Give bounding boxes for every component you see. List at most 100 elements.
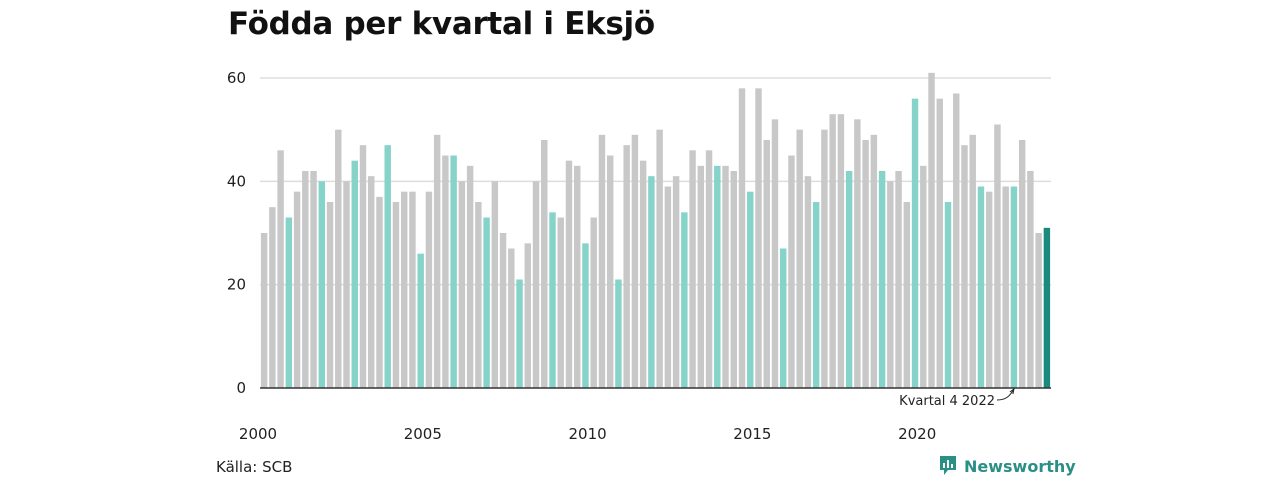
bar (277, 150, 284, 388)
annotation-arrow (996, 388, 1015, 401)
bar (326, 202, 334, 388)
bar (911, 98, 919, 389)
bar (705, 150, 713, 388)
chart-title: Födda per kvartal i Eksjö (228, 6, 655, 42)
bar (516, 279, 523, 388)
bar (1027, 171, 1034, 388)
bar-chart: 0 20 40 60 2000 2005 2010 2015 2020 Kvartal 4 20… (227, 69, 1051, 443)
bar (730, 171, 737, 388)
bar (483, 217, 490, 388)
bar (788, 155, 795, 388)
bar (837, 114, 845, 389)
bar (368, 176, 375, 388)
bar (409, 191, 416, 388)
bar (812, 202, 820, 388)
bar (425, 191, 433, 388)
bar (953, 93, 960, 388)
bar (895, 171, 902, 388)
newsworthy-logo-icon (940, 456, 956, 475)
bar (565, 160, 573, 388)
bar (738, 88, 746, 388)
bar (318, 181, 326, 388)
bar (450, 155, 457, 388)
bar (623, 145, 630, 388)
bar (656, 129, 663, 389)
source-label: Källa: SCB (216, 458, 293, 476)
bar (574, 165, 581, 388)
bar (870, 134, 878, 388)
brand-logo[interactable]: Newsworthy (938, 455, 1076, 477)
bar (335, 129, 342, 389)
y-tick-label: 60 (227, 69, 246, 87)
bar (936, 98, 943, 389)
bar (977, 186, 985, 388)
bar (854, 119, 861, 388)
bar (845, 171, 853, 388)
x-tick-label: 2000 (239, 425, 277, 443)
bar (285, 217, 293, 388)
bar (763, 140, 770, 388)
bar (1002, 186, 1009, 388)
bar (293, 191, 301, 388)
x-tick-label: 2010 (568, 425, 606, 443)
bar (771, 119, 779, 388)
bar (392, 202, 400, 388)
bar (615, 279, 622, 388)
bar (862, 140, 869, 388)
bar (400, 191, 408, 388)
bar (532, 181, 540, 388)
bar (920, 165, 927, 388)
bar (747, 191, 754, 388)
annotation: Kvartal 4 2022 (899, 387, 1015, 409)
bar (376, 196, 383, 388)
bar (598, 134, 606, 388)
bar (1018, 140, 1026, 388)
annotation-arrowhead (1009, 387, 1015, 395)
bar (796, 129, 803, 389)
y-tick-label: 20 (227, 276, 246, 294)
bar (359, 145, 367, 388)
bar (780, 248, 787, 388)
bar (458, 181, 466, 388)
y-tick-label: 40 (227, 172, 246, 190)
bar (903, 202, 911, 388)
bar (269, 207, 276, 388)
bar (672, 176, 680, 388)
bar (631, 134, 639, 388)
bar (475, 202, 482, 388)
y-tick-label: 0 (236, 379, 246, 397)
bar (829, 114, 836, 389)
bar (508, 248, 515, 388)
bar (491, 181, 499, 388)
bar (969, 134, 976, 388)
bar (549, 212, 556, 388)
bar (689, 150, 696, 388)
bar (887, 181, 894, 388)
bar (582, 243, 589, 388)
bar (343, 181, 350, 388)
bar (590, 217, 597, 388)
x-tick-label: 2015 (733, 425, 771, 443)
bar (755, 88, 762, 388)
bar (821, 129, 828, 389)
bar (557, 217, 564, 388)
bar (639, 160, 647, 388)
bar (681, 212, 688, 388)
bar (961, 145, 968, 388)
bar (1010, 186, 1018, 388)
bar (466, 165, 474, 388)
bar (985, 191, 993, 388)
bar (664, 186, 672, 388)
bar (714, 165, 721, 388)
bar (541, 140, 548, 388)
bar (524, 243, 531, 388)
bar (1035, 233, 1042, 388)
bar (697, 165, 705, 388)
bar (878, 171, 886, 388)
annotation-label: Kvartal 4 2022 (899, 394, 995, 409)
bar (606, 155, 614, 388)
bars (260, 72, 1051, 389)
bar (433, 134, 441, 388)
axes: 0 20 40 60 2000 2005 2010 2015 2020 (227, 69, 1051, 443)
bar (384, 145, 391, 388)
